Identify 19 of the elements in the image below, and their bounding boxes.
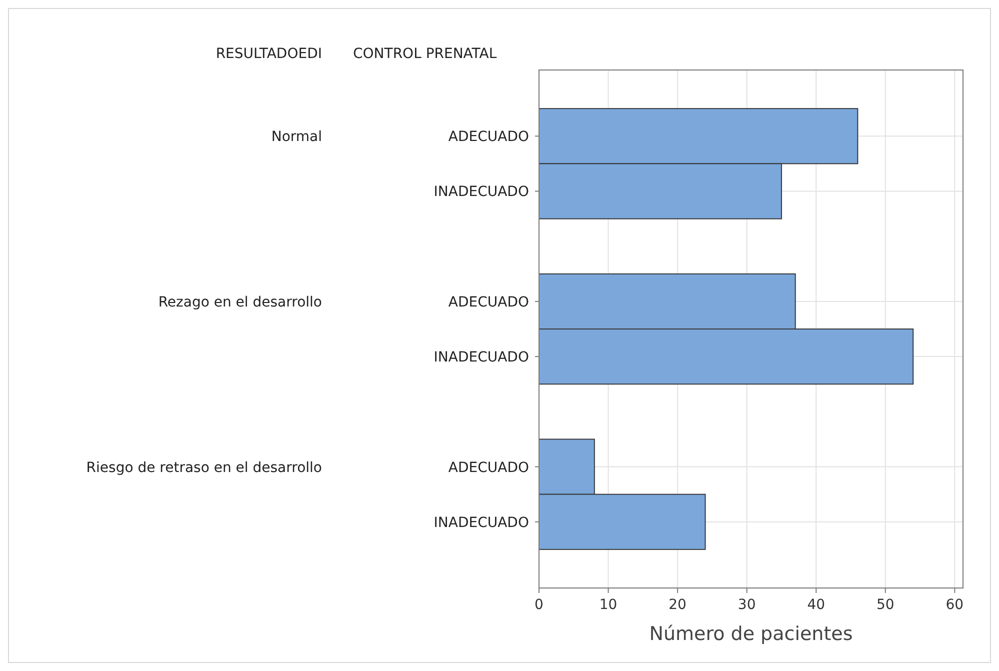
x-tick-label: 60	[946, 597, 964, 613]
y-tick-label: INADECUADO	[434, 184, 529, 200]
y-tick-label: ADECUADO	[448, 460, 529, 476]
x-tick-label: 40	[807, 597, 826, 613]
text: Normal	[271, 129, 322, 146]
text: CONTROL PRENATAL	[353, 46, 497, 62]
text: Rezago en el desarrollo	[158, 294, 322, 310]
x-tick-label: 50	[876, 597, 894, 613]
x-tick-label: 0	[534, 597, 544, 613]
text: Riesgo de retraso en el desarrollo	[86, 460, 322, 476]
x-tick-label: 20	[668, 597, 686, 613]
y-tick-label: ADECUADO	[448, 294, 529, 310]
x-tick-label: 10	[599, 597, 618, 613]
text: RESULTADOEDI	[216, 46, 322, 62]
y-tick-label: ADECUADO	[448, 129, 529, 146]
x-axis-title: Número de pacientes	[649, 623, 853, 645]
y-tick-label: INADECUADO	[434, 350, 529, 366]
y-tick-label: INADECUADO	[434, 514, 529, 531]
x-tick-label: 30	[738, 597, 756, 613]
